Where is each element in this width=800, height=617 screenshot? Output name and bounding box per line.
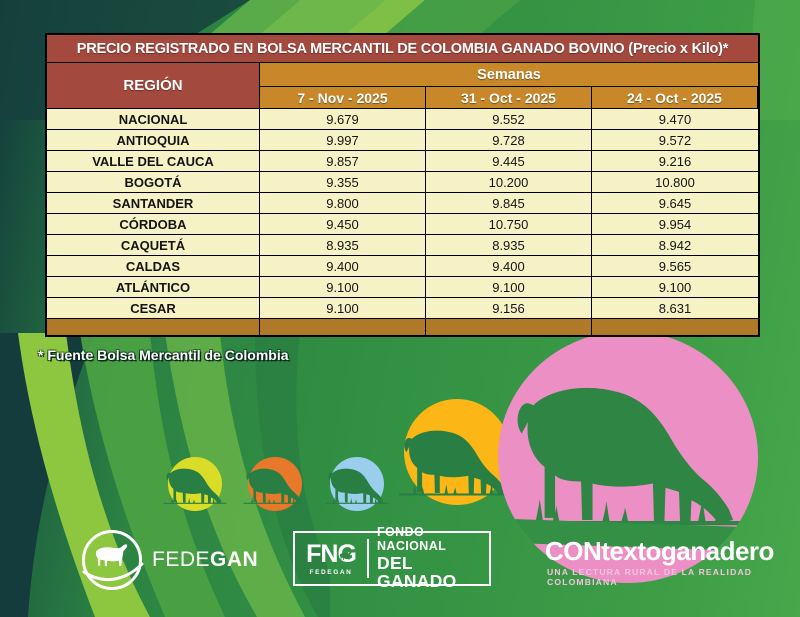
footer-row-cell: [592, 319, 758, 335]
price-cell: 9.954: [592, 214, 758, 235]
fng-line2: DEL GANADO: [377, 552, 457, 592]
region-cell: ANTIOQUIA: [47, 130, 260, 151]
fedegan-logo: FEDEGAN: [76, 520, 258, 596]
price-cell: 9.552: [426, 109, 592, 130]
price-cell: 9.470: [592, 109, 758, 130]
week-column-header: 31 - Oct - 2025: [426, 87, 592, 109]
price-cell: 9.565: [592, 256, 758, 277]
grazing-cow-icon-large: [504, 374, 754, 541]
region-cell: CESAR: [47, 298, 260, 319]
price-cell: 9.100: [260, 277, 426, 298]
region-cell: NACIONAL: [47, 109, 260, 130]
price-cell: 8.942: [592, 235, 758, 256]
price-cell: 8.631: [592, 298, 758, 319]
region-cell: ATLÁNTICO: [47, 277, 260, 298]
region-cell: SANTANDER: [47, 193, 260, 214]
price-cell: 9.355: [260, 172, 426, 193]
contextoganadero-tagline: UNA LECTURA RURAL DE LA REALIDAD COLOMBI…: [547, 567, 753, 587]
fng-fn: FN: [306, 539, 338, 568]
price-cell: 8.935: [260, 235, 426, 256]
price-cell: 9.156: [426, 298, 592, 319]
price-cell: 10.200: [426, 172, 592, 193]
price-cell: 9.100: [260, 298, 426, 319]
fng-line1: FONDO NACIONAL: [377, 525, 447, 554]
contexto-pink-circle: [498, 331, 758, 583]
price-cell: 9.800: [260, 193, 426, 214]
fng-name-block: FONDO NACIONAL DEL GANADO: [369, 526, 489, 591]
fng-acronym: FNG: [306, 539, 357, 568]
footer-row-cell: [426, 319, 592, 335]
leaf-swoosh-icon: [82, 562, 144, 582]
source-footnote: * Fuente Bolsa Mercantil de Colombia: [38, 347, 289, 363]
weeks-group-header: Semanas: [260, 63, 758, 87]
region-cell: CÓRDOBA: [47, 214, 260, 235]
price-cell: 9.679: [260, 109, 426, 130]
region-cell: VALLE DEL CAUCA: [47, 151, 260, 172]
price-cell: 9.450: [260, 214, 426, 235]
grazing-cow-icon: [243, 468, 308, 505]
price-cell: 9.645: [592, 193, 758, 214]
fedegan-prefix: FEDE: [152, 548, 211, 571]
table-title: PRECIO REGISTRADO EN BOLSA MERCANTIL DE …: [47, 35, 758, 63]
region-column-header: REGIÓN: [47, 63, 260, 109]
price-cell: 9.857: [260, 151, 426, 172]
price-cell: 9.100: [426, 277, 592, 298]
grazing-cow-icon: [163, 468, 228, 505]
cow-badge-blue: [324, 457, 390, 511]
price-table: PRECIO REGISTRADO EN BOLSA MERCANTIL DE …: [45, 33, 760, 337]
price-cell: 9.100: [592, 277, 758, 298]
price-cell: 9.445: [426, 151, 592, 172]
price-cell: 8.935: [426, 235, 592, 256]
price-cell: 9.400: [426, 256, 592, 277]
region-cell: CAQUETÁ: [47, 235, 260, 256]
price-cell: 10.750: [426, 214, 592, 235]
footer-row-cell: [260, 319, 426, 335]
footer-row-cell: [47, 319, 260, 335]
price-cell: 10.800: [592, 172, 758, 193]
price-cell: 9.400: [260, 256, 426, 277]
week-column-header: 24 - Oct - 2025: [592, 87, 758, 109]
fng-acronym-block: FNG FEDEGAN: [295, 533, 367, 584]
cow-badge-orange: [243, 457, 308, 511]
week-column-header: 7 - Nov - 2025: [260, 87, 426, 109]
region-cell: BOGOTÁ: [47, 172, 260, 193]
fng-divider: [367, 539, 369, 578]
region-cell: CALDAS: [47, 256, 260, 277]
price-cell: 9.216: [592, 151, 758, 172]
fedegan-ring-icon: [82, 530, 142, 590]
price-cell: 9.845: [426, 193, 592, 214]
price-cell: 9.997: [260, 130, 426, 151]
fng-sub-label: FEDEGAN: [309, 568, 353, 576]
cow-badge-gold: [398, 399, 516, 505]
fedegan-wordmark: FEDEGAN: [152, 548, 258, 572]
fng-cow-icon: [339, 551, 352, 560]
cow-badge-lime: [163, 457, 228, 511]
grazing-cow-icon: [324, 468, 390, 505]
price-cell: 9.728: [426, 130, 592, 151]
contextoganadero-wordmark: CONtextoganadero: [545, 536, 774, 566]
price-cell: 9.572: [592, 130, 758, 151]
fng-logo: FNG FEDEGAN FONDO NACIONAL DEL GANADO: [293, 526, 491, 591]
fedegan-suffix: GAN: [210, 548, 259, 571]
